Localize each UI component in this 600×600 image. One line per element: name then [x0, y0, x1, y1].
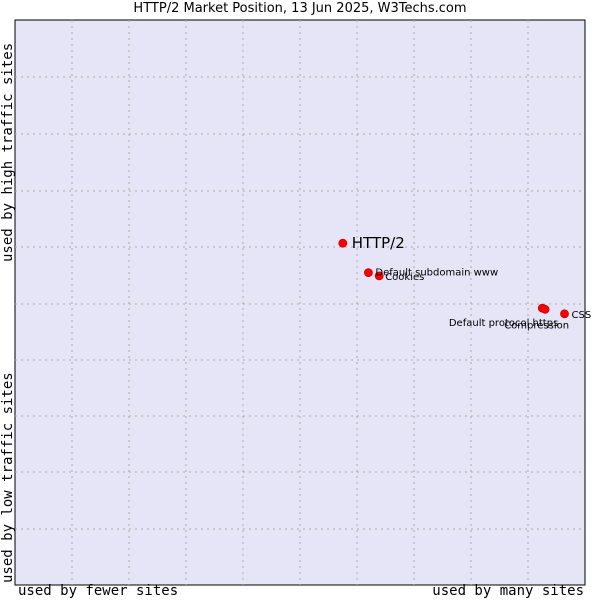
point-label-default-subdomain-www: Default subdomain www [375, 268, 498, 279]
point-label-default-protocol-https: Default protocol https [449, 318, 558, 329]
data-point-default-subdomain-www [363, 268, 373, 278]
data-point-cookies [374, 271, 384, 281]
data-point-compression [540, 304, 550, 314]
y-axis-label-bottom: used by low traffic sites [0, 372, 16, 583]
data-point-http-2 [338, 238, 348, 248]
chart-title: HTTP/2 Market Position, 13 Jun 2025, W3T… [133, 1, 467, 16]
point-label-http-2: HTTP/2 [352, 234, 405, 252]
point-label-cookies: Cookies [385, 272, 424, 283]
x-axis-label-left: used by fewer sites [18, 583, 179, 599]
data-point-css [560, 309, 569, 319]
y-axis-label-top: used by high traffic sites [0, 42, 16, 262]
grid-lines [15, 20, 585, 585]
point-label-css: CSS [572, 310, 592, 321]
x-axis-label-right: used by many sites [432, 583, 584, 599]
point-label-compression: Compression [504, 320, 569, 331]
